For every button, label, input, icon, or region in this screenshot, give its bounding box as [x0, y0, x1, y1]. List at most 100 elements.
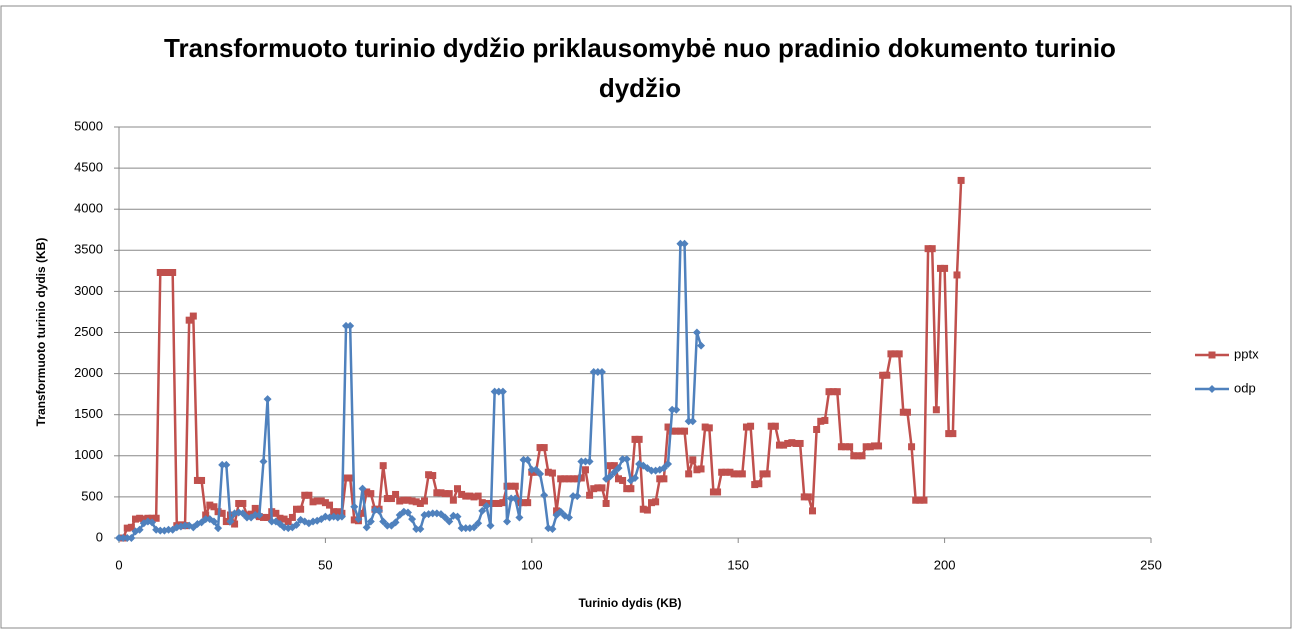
data-point — [511, 494, 520, 503]
data-point — [238, 509, 247, 518]
data-point — [292, 520, 301, 529]
data-point — [945, 430, 953, 438]
data-point — [891, 350, 899, 358]
data-point — [564, 513, 573, 522]
data-point — [726, 468, 734, 476]
data-point — [614, 475, 622, 483]
data-point — [478, 499, 486, 507]
data-point — [569, 492, 578, 501]
data-point — [400, 496, 408, 504]
data-point — [309, 498, 317, 506]
data-point — [119, 534, 128, 542]
data-point — [775, 441, 783, 449]
data-point — [359, 509, 367, 517]
data-point — [491, 499, 499, 507]
data-point — [474, 492, 482, 500]
y-tick-label: 2500 — [74, 324, 103, 339]
data-point — [784, 439, 792, 447]
x-tick-label: 200 — [934, 557, 956, 572]
data-point — [148, 514, 156, 522]
data-point — [697, 341, 706, 350]
y-tick-label: 5000 — [74, 118, 103, 133]
data-point — [920, 496, 928, 504]
data-point — [474, 519, 483, 528]
data-point — [594, 484, 602, 492]
data-point — [780, 441, 788, 449]
data-point — [272, 509, 280, 517]
data-point — [590, 485, 598, 493]
data-point — [404, 496, 412, 504]
data-point — [305, 491, 313, 499]
data-point — [231, 520, 239, 528]
data-point — [251, 504, 259, 512]
data-point — [358, 484, 367, 493]
y-tick-label: 0 — [96, 529, 103, 544]
series-line — [119, 242, 703, 540]
data-point — [429, 472, 437, 480]
data-point — [924, 245, 932, 253]
data-point — [936, 264, 944, 272]
data-point — [589, 367, 598, 376]
data-point — [453, 512, 462, 521]
data-point — [416, 524, 425, 533]
data-point — [685, 470, 693, 478]
data-point — [556, 507, 565, 516]
data-point — [767, 422, 775, 430]
data-point — [610, 462, 618, 470]
data-point — [788, 439, 796, 447]
data-point — [383, 521, 392, 530]
data-point — [705, 424, 713, 432]
data-point — [297, 505, 305, 513]
data-point — [722, 468, 730, 476]
data-point — [259, 457, 268, 466]
data-point — [280, 515, 288, 523]
data-point — [714, 488, 722, 496]
data-point — [688, 417, 697, 426]
data-point — [759, 470, 767, 478]
data-point — [293, 505, 301, 513]
data-point — [697, 465, 705, 473]
data-point — [548, 469, 556, 477]
data-point — [408, 497, 416, 505]
data-point — [152, 514, 160, 522]
legend-label: pptx — [1234, 346, 1259, 361]
data-point — [193, 476, 201, 484]
data-point — [494, 387, 503, 396]
data-point — [581, 457, 590, 466]
legend-label: odp — [1234, 380, 1256, 395]
data-point — [222, 460, 231, 469]
data-point — [383, 495, 391, 503]
data-point — [763, 470, 771, 478]
data-point — [326, 501, 334, 509]
data-point — [160, 268, 168, 276]
data-point — [259, 513, 267, 521]
data-point — [540, 491, 549, 500]
data-point — [631, 435, 639, 443]
data-point — [813, 425, 821, 433]
data-point — [639, 505, 647, 513]
data-point — [135, 525, 144, 534]
data-point — [941, 264, 949, 272]
data-point — [622, 455, 631, 464]
y-tick-label: 1500 — [74, 406, 103, 421]
data-point — [354, 515, 363, 524]
data-point — [189, 312, 197, 320]
data-point — [127, 534, 136, 542]
data-point — [169, 268, 177, 276]
data-point — [742, 423, 750, 431]
data-point — [899, 408, 907, 416]
data-point — [321, 499, 329, 507]
data-point — [387, 495, 395, 503]
data-point — [437, 489, 445, 497]
data-point — [148, 518, 157, 527]
data-point — [334, 508, 342, 516]
data-point — [408, 515, 417, 524]
data-point — [619, 476, 627, 484]
y-tick-label: 3500 — [74, 242, 103, 257]
data-point — [375, 506, 384, 515]
data-point — [540, 444, 548, 452]
data-point — [668, 405, 677, 414]
data-point — [164, 525, 173, 534]
data-point — [470, 523, 479, 532]
